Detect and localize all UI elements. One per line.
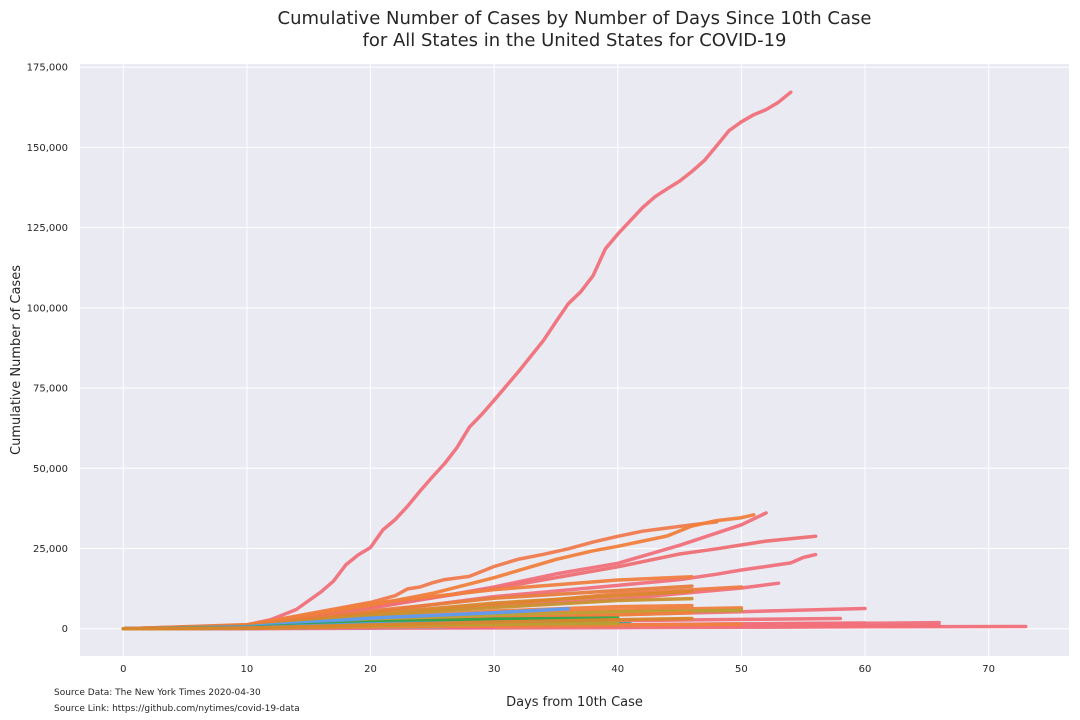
chart-title: Cumulative Number of Cases by Number of … xyxy=(80,8,1069,52)
y-tick-label: 25,000 xyxy=(33,544,68,555)
series-line xyxy=(121,520,719,631)
series-line xyxy=(121,90,793,631)
x-tick-label: 70 xyxy=(982,664,995,675)
series-line xyxy=(121,513,756,631)
source-data-note: Source Data: The New York Times 2020-04-… xyxy=(54,688,261,698)
y-axis-label: Cumulative Number of Cases xyxy=(9,265,24,455)
y-tick-label: 0 xyxy=(62,624,68,635)
y-tick-label: 75,000 xyxy=(33,384,68,395)
x-tick-label: 10 xyxy=(241,664,254,675)
plot-area xyxy=(80,64,1069,656)
y-tick-label: 175,000 xyxy=(27,63,68,74)
chart-title-line-1: Cumulative Number of Cases by Number of … xyxy=(277,8,872,29)
x-tick-label: 0 xyxy=(120,664,126,675)
y-tick-label: 150,000 xyxy=(27,143,68,154)
x-tick-label: 60 xyxy=(859,664,872,675)
y-tick-label: 125,000 xyxy=(27,223,68,234)
x-tick-label: 50 xyxy=(735,664,748,675)
y-tick-label: 50,000 xyxy=(33,464,68,475)
x-tick-label: 20 xyxy=(364,664,377,675)
x-tick-label: 40 xyxy=(611,664,624,675)
series-line xyxy=(121,616,694,631)
x-axis-ticks: 0 10 20 30 40 50 60 70 xyxy=(120,664,995,675)
x-tick-label: 30 xyxy=(488,664,501,675)
x-axis-label: Days from 10th Case xyxy=(506,695,643,710)
y-axis-ticks: 0 25,000 50,000 75,000 100,000 125,000 150,000… xyxy=(27,63,68,636)
source-link-note: Source Link: https://github.com/nytimes/… xyxy=(54,704,300,714)
chart-title-line-2: for All States in the United States for … xyxy=(362,30,787,51)
y-tick-label: 100,000 xyxy=(27,303,68,314)
series-group xyxy=(121,90,1028,631)
